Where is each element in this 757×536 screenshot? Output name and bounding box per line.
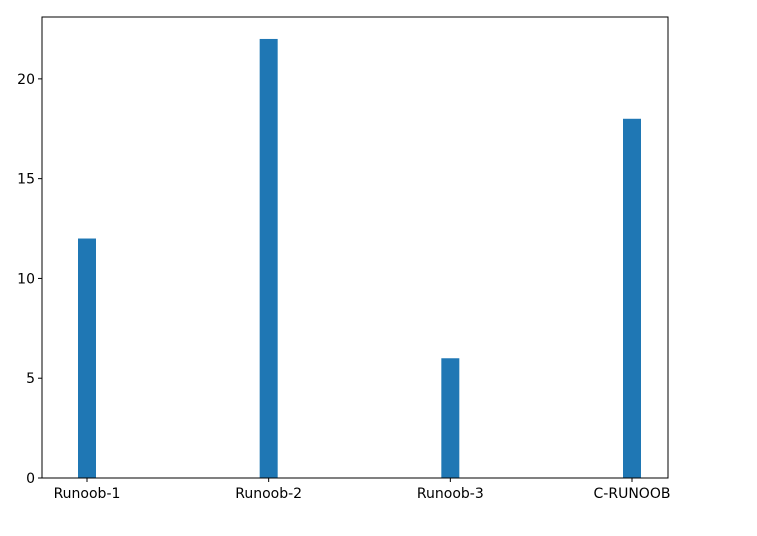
y-tick-label: 20: [17, 72, 35, 88]
y-tick-label: 0: [26, 471, 35, 487]
y-tick-label: 10: [17, 271, 35, 287]
x-tick-label: Runoob-3: [417, 486, 484, 502]
x-tick-label: C-RUNOOB: [594, 486, 671, 502]
bar-runoob-3: [441, 358, 460, 478]
y-axis: 0 5 10 15 20: [17, 72, 42, 487]
x-tick-label: Runoob-1: [54, 486, 121, 502]
y-tick-label: 15: [17, 172, 35, 188]
bar-runoob-1: [78, 238, 96, 478]
y-tick-label: 5: [26, 371, 35, 387]
bars-group: [78, 38, 641, 478]
plot-frame: [41, 16, 669, 479]
bar-c-runoob: [623, 118, 641, 478]
bar-runoob-2: [259, 38, 278, 478]
x-axis: Runoob-1 Runoob-2 Runoob-3 C-RUNOOB: [54, 478, 671, 502]
x-tick-label: Runoob-2: [235, 486, 302, 502]
